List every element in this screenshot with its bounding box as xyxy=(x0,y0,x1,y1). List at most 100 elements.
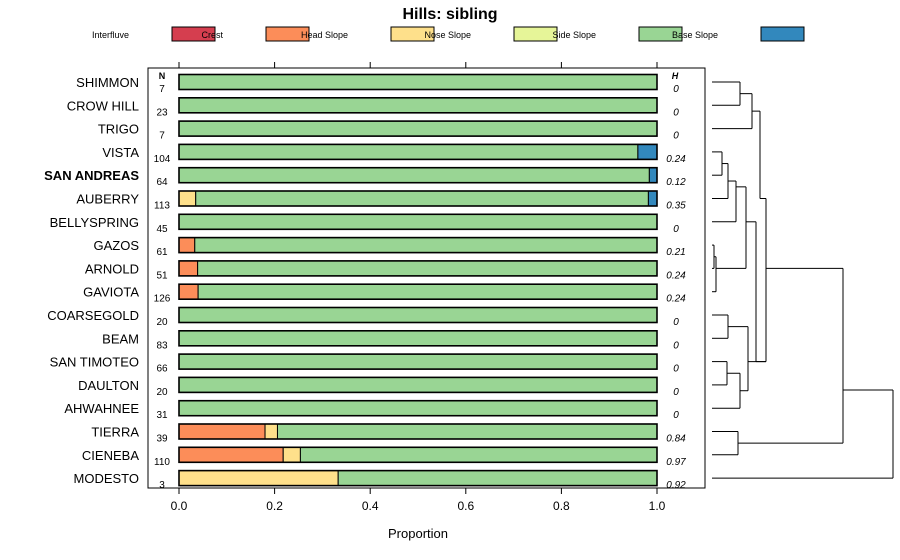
legend-swatch xyxy=(760,26,805,42)
n-value: 66 xyxy=(156,364,168,375)
h-value: 0 xyxy=(673,224,679,235)
h-value: 0.24 xyxy=(666,154,686,165)
legend-swatch xyxy=(171,26,216,42)
h-value: 0.12 xyxy=(666,177,686,188)
row-label: TIERRA xyxy=(91,425,139,440)
bar-outline xyxy=(178,73,658,91)
n-value: 61 xyxy=(156,247,168,258)
n-value: 64 xyxy=(156,177,168,188)
n-value: 51 xyxy=(156,270,168,281)
bar-outline xyxy=(178,97,658,114)
n-value: 7 xyxy=(159,84,165,95)
h-value: 0 xyxy=(673,387,679,398)
bar-segment xyxy=(178,376,658,393)
h-value: 0 xyxy=(673,340,679,351)
legend-swatch xyxy=(390,26,435,42)
bar-segment xyxy=(195,190,649,207)
h-value: 0 xyxy=(673,84,679,95)
legend-label: Head Slope xyxy=(301,30,348,40)
legend-swatch xyxy=(265,26,310,42)
bar-outline xyxy=(178,329,658,347)
bar-segment xyxy=(178,167,650,184)
bar-outline xyxy=(178,283,658,301)
row-label: GAZOS xyxy=(93,238,139,253)
x-tick-label: 0.4 xyxy=(362,499,379,513)
bar-segment xyxy=(178,307,658,323)
x-axis: 0.0 0.2 0.4 0.6 0.8 1.0 xyxy=(171,488,666,513)
bar-segment xyxy=(648,167,658,184)
bar-segment xyxy=(194,237,658,254)
x-tick-label: 0.6 xyxy=(457,499,474,513)
row-label: AHWAHNEE xyxy=(64,401,139,416)
n-value: 126 xyxy=(154,294,171,305)
n-header: N xyxy=(159,71,166,81)
panel-border xyxy=(147,67,706,489)
bar-outline xyxy=(178,376,658,394)
n-value: 110 xyxy=(154,457,170,468)
bar-segment xyxy=(264,423,278,440)
h-header: H xyxy=(672,71,679,81)
bar-segment xyxy=(178,213,658,230)
bar-segment xyxy=(178,143,639,160)
row-label: SHIMMON xyxy=(76,75,139,90)
bar-segment xyxy=(178,283,199,300)
x-tick-label: 0.2 xyxy=(266,499,283,513)
bar-segment xyxy=(178,74,658,90)
legend-label: Nose Slope xyxy=(424,30,471,40)
row-label: AUBERRY xyxy=(76,192,139,207)
bar-segment xyxy=(178,330,658,347)
bar-segment xyxy=(197,260,658,277)
bar-segment xyxy=(637,143,658,160)
bar-segment xyxy=(178,423,266,440)
bar-outline xyxy=(178,353,658,370)
n-value: 31 xyxy=(156,410,168,421)
bar-segment xyxy=(178,97,658,114)
bar-segment xyxy=(178,446,284,463)
n-value: 20 xyxy=(156,317,168,328)
bar-outline xyxy=(178,260,658,277)
h-value: 0 xyxy=(673,317,679,328)
bar-segment xyxy=(197,283,658,300)
legend-label: Interfluve xyxy=(92,30,129,40)
n-value: 39 xyxy=(156,434,168,445)
h-value: 0.35 xyxy=(666,201,686,212)
bar-outline xyxy=(178,166,658,184)
legend-label: Base Slope xyxy=(672,30,718,40)
bar-segment xyxy=(178,400,658,417)
bar-segment xyxy=(178,470,339,487)
bars xyxy=(178,73,658,487)
h-value: 0.21 xyxy=(666,247,685,258)
bar-segment xyxy=(178,190,197,207)
bar-segment xyxy=(276,423,658,440)
x-tick-label: 1.0 xyxy=(649,499,666,513)
h-value: 0 xyxy=(673,131,679,142)
legend-label: Side Slope xyxy=(552,30,596,40)
row-label: COARSEGOLD xyxy=(47,308,139,323)
n-value: 7 xyxy=(159,131,165,142)
bar-outline xyxy=(178,120,658,137)
x-axis-title: Proportion xyxy=(388,526,448,541)
row-label: SAN ANDREAS xyxy=(44,168,139,183)
bar-outline xyxy=(178,399,658,417)
n-value: 104 xyxy=(154,154,171,165)
n-value: 3 xyxy=(159,480,165,491)
bar-outline xyxy=(178,469,658,487)
n-value: 83 xyxy=(156,340,168,351)
row-label: BELLYSPRING xyxy=(50,215,139,230)
bar-segment xyxy=(282,446,301,463)
h-value: 0.92 xyxy=(666,480,686,491)
n-value: 20 xyxy=(156,387,168,398)
bar-outline xyxy=(178,306,658,324)
n-value: 45 xyxy=(156,224,168,235)
legend-swatch xyxy=(513,26,558,42)
bar-outline xyxy=(178,423,658,440)
row-labels: SHIMMON 7 0 CROW HILL 23 0 TRIGO 7 0 VISTA 104 0.24… xyxy=(44,75,686,491)
bar-segment xyxy=(178,260,199,277)
row-label: GAVIOTA xyxy=(83,285,139,300)
row-label: VISTA xyxy=(102,145,139,160)
row-label: ARNOLD xyxy=(85,261,139,276)
bar-outline xyxy=(178,236,658,254)
h-value: 0.24 xyxy=(666,270,686,281)
bar-segment xyxy=(178,237,196,254)
